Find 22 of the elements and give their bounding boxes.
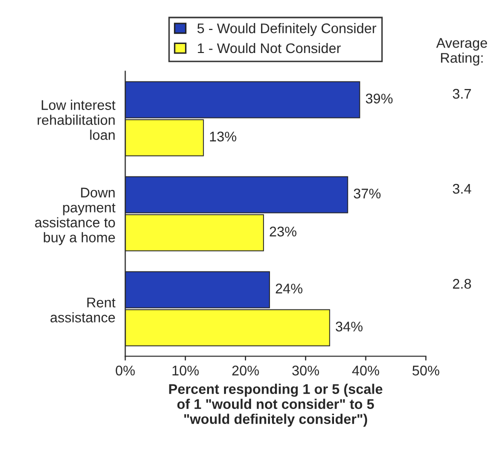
legend-label: 1 - Would Not Consider	[198, 42, 341, 54]
y-tick-label: Down payment assistance to buy a home	[35, 188, 116, 246]
x-tick-label: 30%	[292, 366, 320, 376]
y-tick-label: Rent assistance	[50, 298, 116, 322]
data-label: 37%	[354, 188, 381, 198]
x-tick-label: 40%	[352, 366, 380, 376]
text: 3.4	[452, 184, 472, 194]
y-tick-label: Low interest rehabilitation loan	[38, 100, 116, 140]
x-tick-label: 50%	[412, 366, 440, 376]
data-label: 13%	[210, 132, 236, 142]
data-label: 23%	[270, 226, 296, 236]
x-tick-label: 20%	[232, 366, 259, 376]
text: 2.8	[452, 278, 471, 289]
data-label: 24%	[276, 284, 302, 294]
text: 3.7	[452, 88, 471, 99]
x-tick-label: 10%	[172, 366, 199, 376]
data-label: 34%	[336, 322, 363, 332]
x-tick-label: 0%	[116, 366, 135, 376]
x-axis-title: Percent responding 1 or 5 (scale of 1 "would not consider" to 5 "would definitely consider")	[169, 384, 382, 427]
text: Average Rating:	[436, 38, 488, 66]
data-label: 39%	[366, 94, 393, 104]
legend-label: 5 - Would Definitely Consider	[197, 23, 376, 36]
